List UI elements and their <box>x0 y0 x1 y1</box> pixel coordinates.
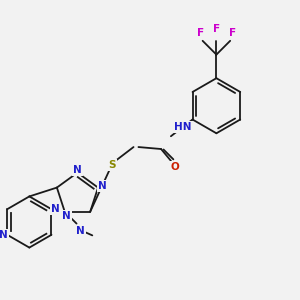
Text: N: N <box>0 230 8 240</box>
Text: N: N <box>76 226 85 236</box>
Text: F: F <box>213 24 220 34</box>
Text: N: N <box>51 204 60 214</box>
Text: F: F <box>197 28 204 38</box>
Text: N: N <box>98 181 106 190</box>
Text: N: N <box>62 211 71 221</box>
Text: HN: HN <box>174 122 191 132</box>
Text: N: N <box>73 165 82 175</box>
Text: F: F <box>229 28 236 38</box>
Text: S: S <box>108 160 116 170</box>
Text: O: O <box>170 162 179 172</box>
